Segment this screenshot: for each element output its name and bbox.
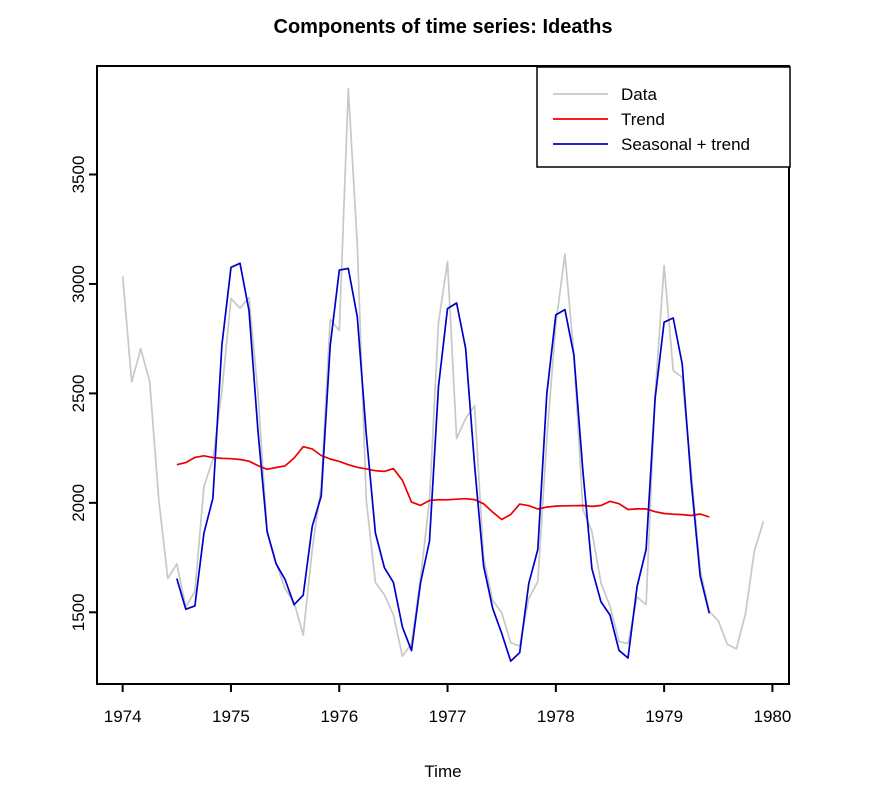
seasonal-trend-line [175,262,711,662]
x-tick-label: 1977 [429,707,467,726]
trend-line [176,445,710,521]
x-tick-label: 1975 [212,707,250,726]
axes: 1974 1975 1976 1977 1978 1979 1980 1500 2000 2500… [69,65,792,726]
chart-title: Components of time series: Ideaths [274,16,613,38]
series-lines [121,88,765,662]
plot-box [96,65,790,685]
data-line [121,88,765,657]
legend-label-data: Data [621,85,657,104]
x-tick-label: 1979 [645,707,683,726]
x-tick-label: 1978 [537,707,575,726]
legend: Data Trend Seasonal + trend [536,66,791,168]
x-tick-label: 1980 [754,707,792,726]
legend-label-trend: Trend [621,110,665,129]
y-tick-label: 1500 [69,593,88,631]
x-tick-label: 1976 [320,707,358,726]
y-tick-label: 3000 [69,265,88,303]
legend-label-seasonal-trend: Seasonal + trend [621,135,750,154]
x-tick-label: 1974 [104,707,142,726]
y-tick-label: 3500 [69,156,88,194]
y-tick-label: 2000 [69,484,88,522]
y-tick-label: 2500 [69,374,88,412]
x-axis-title: Time [424,762,461,781]
legend-box [536,66,791,168]
